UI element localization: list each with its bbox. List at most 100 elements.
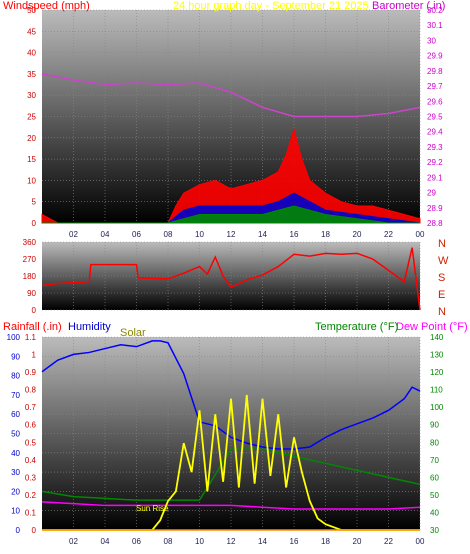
- baro-y-tick-29.7: 29.7: [427, 82, 443, 91]
- direction-grid: [42, 241, 421, 311]
- compass-tick-0: N: [438, 306, 446, 318]
- rain-tick-0.8: 0.8: [25, 386, 37, 395]
- rain-tick-0.6: 0.6: [25, 421, 37, 430]
- temp-x-tick-08: 08: [164, 537, 173, 546]
- wind-y-tick-5: 5: [32, 198, 37, 207]
- series-barometer: [41, 73, 421, 118]
- wind-y-tick-40: 40: [27, 49, 36, 58]
- wind-y-tick-45: 45: [27, 27, 36, 36]
- baro-y-tick-29.2: 29.2: [427, 158, 443, 167]
- rain-tick-0.7: 0.7: [25, 403, 37, 412]
- wind-x-tick-22: 22: [384, 230, 393, 239]
- sunrise-annotation: Sun Rise: [136, 504, 169, 513]
- temp-tick-130: 130: [430, 351, 444, 360]
- temp-x-tick-18: 18: [321, 537, 330, 546]
- temp-axis-ticks: 02 04 06 08 10 12 14 16 18 20 22 000102030405060708…: [7, 333, 444, 546]
- direction-series: [41, 247, 421, 311]
- temp-x-tick-14: 14: [258, 537, 267, 546]
- dir-y-tick-90: 90: [27, 289, 36, 298]
- wind-y-tick-25: 25: [27, 113, 36, 122]
- baro-y-tick-28.8: 28.8: [427, 219, 443, 228]
- series-wind-speed: [42, 205, 420, 224]
- wind-y-tick-10: 10: [27, 176, 36, 185]
- temp-tick-90: 90: [430, 421, 439, 430]
- dir-y-tick-180: 180: [23, 272, 37, 281]
- temp-tick-60: 60: [430, 473, 439, 482]
- barometer-axis-label: Barometer (.in): [372, 0, 445, 12]
- humidity-tick-100: 100: [7, 333, 21, 342]
- humidity-axis-label: Humidity: [68, 321, 111, 333]
- wind-y-tick-0: 0: [32, 219, 37, 228]
- compass-tick-1: E: [438, 289, 445, 301]
- temp-x-tick-20: 20: [353, 537, 362, 546]
- windspeed-axis-label: Windspeed (mph): [3, 0, 90, 12]
- series-solar: [42, 394, 420, 531]
- compass-tick-2: S: [438, 272, 445, 284]
- rain-tick-1: 1: [32, 351, 37, 360]
- series-wind-direction: [41, 247, 421, 311]
- series-temperature: [41, 448, 421, 501]
- humidity-tick-20: 20: [11, 487, 20, 496]
- temp-x-tick-06: 06: [132, 537, 141, 546]
- humidity-tick-10: 10: [11, 507, 20, 516]
- wind-y-tick-20: 20: [27, 134, 36, 143]
- temp-tick-120: 120: [430, 368, 444, 377]
- rain-tick-0: 0: [32, 526, 37, 535]
- chart-title: 24 hour graph day - September 21 2025: [173, 0, 369, 12]
- temp-x-tick-02: 02: [69, 537, 78, 546]
- solar-axis-label: Solar: [120, 327, 146, 339]
- humidity-tick-40: 40: [11, 449, 20, 458]
- wind-x-tick-12: 12: [227, 230, 236, 239]
- rain-tick-0.5: 0.5: [25, 438, 37, 447]
- temp-tick-70: 70: [430, 456, 439, 465]
- temp-tick-30: 30: [430, 526, 439, 535]
- humidity-tick-70: 70: [11, 391, 20, 400]
- humidity-tick-90: 90: [11, 352, 20, 361]
- dewpoint-axis-label: Dew Point (°F): [396, 321, 468, 333]
- temp-tick-140: 140: [430, 333, 444, 342]
- wind-x-tick-16: 16: [290, 230, 299, 239]
- rain-tick-0.3: 0.3: [25, 473, 37, 482]
- wind-y-tick-30: 30: [27, 91, 36, 100]
- wind-x-tick-06: 06: [132, 230, 141, 239]
- baro-y-tick-29: 29: [427, 189, 436, 198]
- baro-y-tick-30.1: 30.1: [427, 21, 443, 30]
- humidity-tick-60: 60: [11, 410, 20, 419]
- temp-x-tick-10: 10: [195, 537, 204, 546]
- baro-y-tick-30.2: 30.2: [427, 6, 443, 15]
- baro-y-tick-29.5: 29.5: [427, 113, 443, 122]
- temp-x-tick-22: 22: [384, 537, 393, 546]
- humidity-tick-50: 50: [11, 430, 20, 439]
- baro-y-tick-29.9: 29.9: [427, 52, 443, 61]
- baro-y-tick-29.6: 29.6: [427, 97, 443, 106]
- dir-y-tick-0: 0: [32, 306, 37, 315]
- compass-tick-3: W: [438, 255, 449, 267]
- wind-x-tick-20: 20: [353, 230, 362, 239]
- humidity-tick-30: 30: [11, 468, 20, 477]
- temp-x-tick-00: 00: [416, 537, 425, 546]
- rainfall-axis-label: Rainfall (.in): [3, 321, 62, 333]
- temp-x-tick-12: 12: [227, 537, 236, 546]
- wind-x-tick-14: 14: [258, 230, 267, 239]
- wind-x-tick-10: 10: [195, 230, 204, 239]
- rain-tick-1.1: 1.1: [25, 333, 37, 342]
- dir-y-tick-270: 270: [23, 255, 37, 264]
- rain-tick-0.4: 0.4: [25, 456, 37, 465]
- baro-y-tick-29.3: 29.3: [427, 143, 443, 152]
- wind-y-tick-35: 35: [27, 70, 36, 79]
- rain-tick-0.9: 0.9: [25, 368, 37, 377]
- baro-y-tick-30: 30: [427, 36, 436, 45]
- baro-y-tick-29.4: 29.4: [427, 128, 443, 137]
- series-humidity: [41, 340, 421, 450]
- temp-tick-110: 110: [430, 386, 443, 395]
- humidity-tick-80: 80: [11, 372, 20, 381]
- temperature-axis-label: Temperature (°F): [315, 321, 398, 333]
- wind-barometer-series: [41, 73, 421, 224]
- wind-y-tick-50: 50: [27, 6, 36, 15]
- temp-humidity-series: [41, 340, 421, 531]
- wind-x-tick-08: 08: [164, 230, 173, 239]
- series-dew-point: [41, 501, 421, 510]
